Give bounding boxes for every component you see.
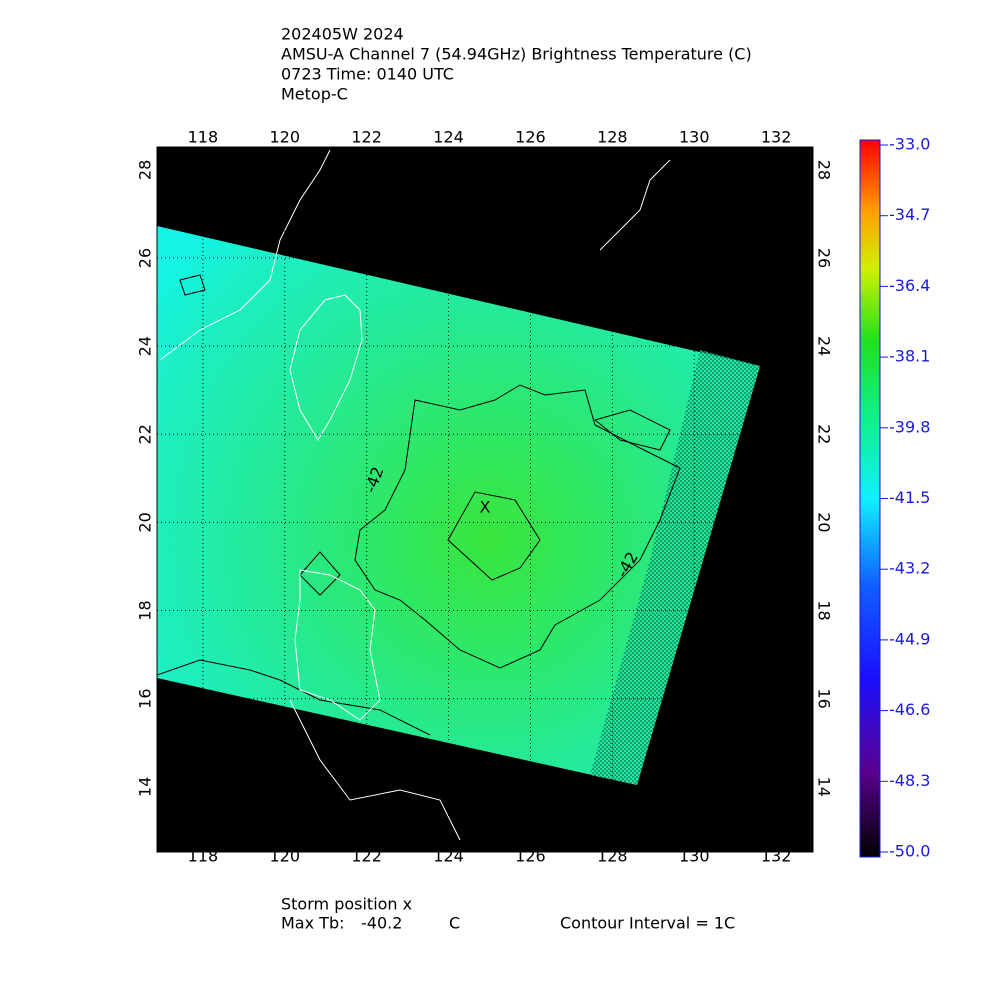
swath-edge: [590, 350, 760, 785]
coastlines: [159, 149, 671, 841]
swath-field: [157, 226, 760, 785]
title-line: 202405W 2024: [281, 25, 404, 44]
title-line: AMSU-A Channel 7 (54.94GHz) Brightness T…: [281, 45, 752, 64]
lat-tick-label: 26: [815, 248, 834, 268]
lat-tick-label: 14: [136, 777, 155, 797]
title-line: Metop-C: [281, 85, 348, 104]
lat-tick-label: 18: [136, 600, 155, 620]
lat-tick-label: 20: [815, 512, 834, 532]
lon-tick-label: 122: [351, 847, 382, 866]
title-line: 0723 Time: 0140 UTC: [281, 65, 454, 84]
colorbar-tick-label: -33.0: [889, 135, 930, 154]
lat-tick-label: 14: [815, 777, 834, 797]
max-tb-unit: C: [449, 914, 460, 933]
colorbar-tick-label: -48.3: [889, 771, 930, 790]
colorbar-tick-label: -41.5: [889, 488, 930, 507]
lat-tick-label: 22: [815, 424, 834, 444]
lon-tick-label: 130: [679, 128, 710, 147]
lon-tick-label: 132: [761, 847, 792, 866]
colorbar-tick-label: -39.8: [889, 417, 930, 436]
lon-tick-label: 120: [269, 128, 300, 147]
colorbar: -33.0 -34.7 -36.4 -38.1 -39.8 -41.5 -43.2 -44.9…: [859, 135, 930, 861]
colorbar-tick-label: -46.6: [889, 700, 930, 719]
lat-tick-label: 16: [136, 688, 155, 708]
lat-tick-label: 24: [815, 336, 834, 356]
storm-marker: X: [480, 498, 491, 517]
colorbar-tick-label: -38.1: [889, 347, 930, 366]
lat-tick-label: 24: [136, 336, 155, 356]
lat-tick-label: 26: [136, 248, 155, 268]
lon-tick-label: 122: [351, 128, 382, 147]
lon-tick-label: 130: [679, 847, 710, 866]
graticule: 118 118 120 120 122 122 124 124 126 126 128 128 130 1…: [136, 128, 834, 866]
colorbar-tick-label: -50.0: [889, 842, 930, 861]
lon-tick-label: 124: [433, 128, 464, 147]
lon-tick-label: 120: [269, 847, 300, 866]
colorbar-tick-label: -43.2: [889, 559, 930, 578]
colorbar-ramp: [859, 139, 881, 858]
lat-tick-label: 18: [815, 600, 834, 620]
contours: [157, 274, 681, 736]
footer: Storm position x Max Tb: -40.2 C Contour…: [281, 895, 735, 933]
storm-position: Storm position x: [281, 895, 412, 914]
colorbar-tick-label: -44.9: [889, 629, 930, 648]
lon-tick-label: 126: [515, 128, 546, 147]
lon-tick-label: 128: [597, 847, 628, 866]
colorbar-tick-label: -36.4: [889, 276, 930, 295]
lat-tick-label: 20: [136, 512, 155, 532]
lat-tick-label: 28: [136, 160, 155, 180]
max-tb: -40.2: [361, 914, 402, 933]
map-frame: [156, 146, 814, 853]
lat-tick-label: 28: [815, 160, 834, 180]
swath: X -42 -42: [157, 149, 760, 841]
max-tb-label: Max Tb:: [281, 914, 344, 933]
lon-tick-label: 128: [597, 128, 628, 147]
lon-tick-label: 124: [433, 847, 464, 866]
lon-tick-label: 132: [761, 128, 792, 147]
lat-tick-label: 16: [815, 688, 834, 708]
lat-tick-label: 22: [136, 424, 155, 444]
lon-tick-label: 118: [188, 847, 219, 866]
colorbar-tick-label: -34.7: [889, 205, 930, 224]
lon-tick-label: 126: [515, 847, 546, 866]
contour-interval: Contour Interval = 1C: [560, 914, 735, 933]
lon-tick-label: 118: [188, 128, 219, 147]
